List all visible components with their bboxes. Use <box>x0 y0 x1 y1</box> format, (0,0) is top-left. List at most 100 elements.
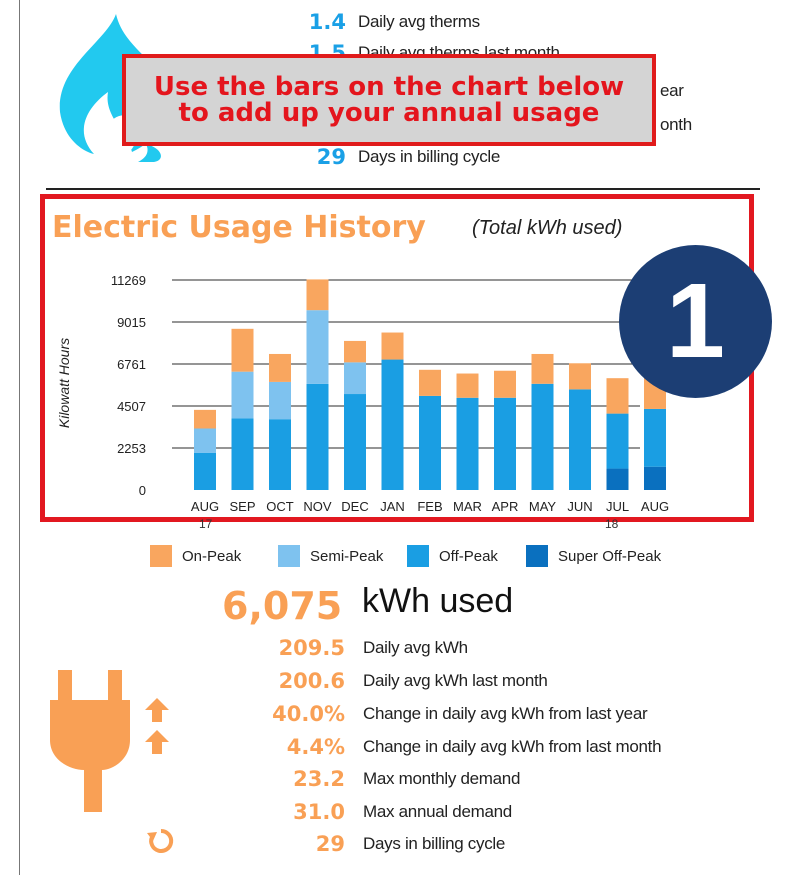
x-tick-label: JUL <box>606 499 629 514</box>
gas-label: ear <box>660 81 684 100</box>
gas-row: ear <box>660 78 684 104</box>
electric-value: 200.6 <box>278 669 345 693</box>
total-kwh: 6,075 <box>222 584 343 628</box>
bar-segment-on-peak <box>306 279 329 311</box>
x-tick-label: OCT <box>266 499 294 514</box>
y-axis-label: Kilowatt Hours <box>56 338 72 428</box>
year-label-end: 18 <box>605 517 619 531</box>
bar-segment-on-peak <box>531 353 554 384</box>
arrow-up-icon <box>145 730 169 754</box>
bar-segment-on-peak <box>194 409 216 429</box>
legend-label: Off-Peak <box>439 547 498 565</box>
bar-segment-off-peak <box>494 397 516 490</box>
legend-label: Super Off-Peak <box>558 547 662 565</box>
bar-segment-off-peak <box>344 394 366 490</box>
callout-line-1: Use the bars on the chart below <box>153 72 625 102</box>
electric-label: Max annual demand <box>363 802 512 821</box>
legend-item: Off-Peak <box>407 545 498 567</box>
bar-segment-on-peak <box>344 340 366 363</box>
x-tick-label: MAY <box>529 499 557 514</box>
electric-row: 40.0% Change in daily avg kWh from last … <box>180 699 648 729</box>
bar-segment-off-peak <box>194 452 216 490</box>
cycle-icon <box>147 828 174 853</box>
bar-segment-off-peak <box>569 389 591 490</box>
electric-row: 29 Days in billing cycle <box>180 829 506 859</box>
electric-value: 4.4% <box>286 735 345 759</box>
electric-row: 4.4% Change in daily avg kWh from last m… <box>180 732 662 762</box>
bar-segment-semi-peak <box>306 310 329 384</box>
bar-segment-on-peak <box>269 353 291 382</box>
electric-row: 209.5 Daily avg kWh <box>180 633 468 663</box>
bar-segment-on-peak <box>419 369 441 396</box>
callout-line-2: to add up your annual usage <box>178 98 600 128</box>
bar-segment-super-off-peak <box>644 466 666 490</box>
electric-label: Daily avg kWh <box>363 638 468 657</box>
x-tick-label: AUG <box>641 499 669 514</box>
legend-label: Semi-Peak <box>310 547 384 565</box>
bar-segment-semi-peak <box>231 371 254 419</box>
legend-swatch <box>278 545 300 567</box>
bar-segment-off-peak <box>456 397 479 490</box>
bar-segment-on-peak <box>456 373 479 398</box>
badge-number: 1 <box>666 262 725 380</box>
bar-segment-off-peak <box>531 383 554 490</box>
bar-segment-semi-peak <box>269 381 291 420</box>
instruction-callout: Use the bars on the chart below to add u… <box>122 54 656 146</box>
gas-label: Days in billing cycle <box>358 147 501 166</box>
y-tick-label: 11269 <box>111 273 146 288</box>
gas-value: 1.4 <box>308 10 346 34</box>
x-tick-label: FEB <box>417 499 442 514</box>
y-tick-label: 9015 <box>117 315 146 330</box>
x-tick-label: JUN <box>567 499 592 514</box>
electric-label: Daily avg kWh last month <box>363 671 548 690</box>
x-tick-label: AUG <box>191 499 219 514</box>
chart-subtitle: (Total kWh used) <box>472 217 623 239</box>
electric-value: 23.2 <box>293 767 345 791</box>
electric-value: 209.5 <box>278 636 345 660</box>
electric-row: 31.0 Max annual demand <box>180 797 512 827</box>
left-page-rule <box>19 0 20 875</box>
bar-segment-on-peak <box>231 328 254 372</box>
bar-segment-super-off-peak <box>606 468 629 490</box>
bar-segment-semi-peak <box>194 428 216 453</box>
electric-label: Max monthly demand <box>363 769 521 788</box>
legend-item: Super Off-Peak <box>526 545 661 567</box>
x-tick-label: APR <box>492 499 519 514</box>
bar-segment-on-peak <box>569 363 591 390</box>
y-tick-label: 0 <box>139 483 146 498</box>
year-label-start: 17 <box>199 517 213 531</box>
chart-title: Electric Usage History <box>52 210 426 245</box>
bar-segment-off-peak <box>419 395 441 490</box>
gas-row: onth <box>660 112 692 138</box>
electric-label: Days in billing cycle <box>363 834 506 853</box>
gas-label: onth <box>660 115 692 134</box>
legend-swatch <box>526 545 548 567</box>
gas-value: 29 <box>316 145 346 169</box>
plug-icon <box>50 670 130 812</box>
gas-row: 29 Days in billing cycle <box>270 144 501 170</box>
y-tick-label: 6761 <box>117 357 146 372</box>
legend-label: On-Peak <box>182 547 242 565</box>
legend-item: Semi-Peak <box>278 545 383 567</box>
legend-item: On-Peak <box>150 545 241 567</box>
bar-segment-off-peak <box>231 418 254 490</box>
electric-value: 40.0% <box>272 702 345 726</box>
y-tick-label: 4507 <box>117 399 146 414</box>
legend-swatch <box>150 545 172 567</box>
total-kwh-label: kWh used <box>362 582 514 620</box>
step-number-badge: 1 <box>619 245 772 398</box>
section-divider <box>46 188 760 190</box>
gas-row: 1.4 Daily avg therms <box>270 9 480 35</box>
x-tick-label: NOV <box>303 499 332 514</box>
bar-segment-off-peak <box>381 359 404 490</box>
electric-row: 23.2 Max monthly demand <box>180 764 520 794</box>
electric-label: Change in daily avg kWh from last year <box>363 704 648 723</box>
x-tick-label: DEC <box>341 499 368 514</box>
bar-segment-off-peak <box>306 383 329 490</box>
x-tick-label: MAR <box>453 499 482 514</box>
y-tick-label: 2253 <box>117 441 146 456</box>
bar-segment-on-peak <box>494 370 516 398</box>
electric-value: 31.0 <box>293 800 345 824</box>
bar-segment-on-peak <box>381 332 404 360</box>
